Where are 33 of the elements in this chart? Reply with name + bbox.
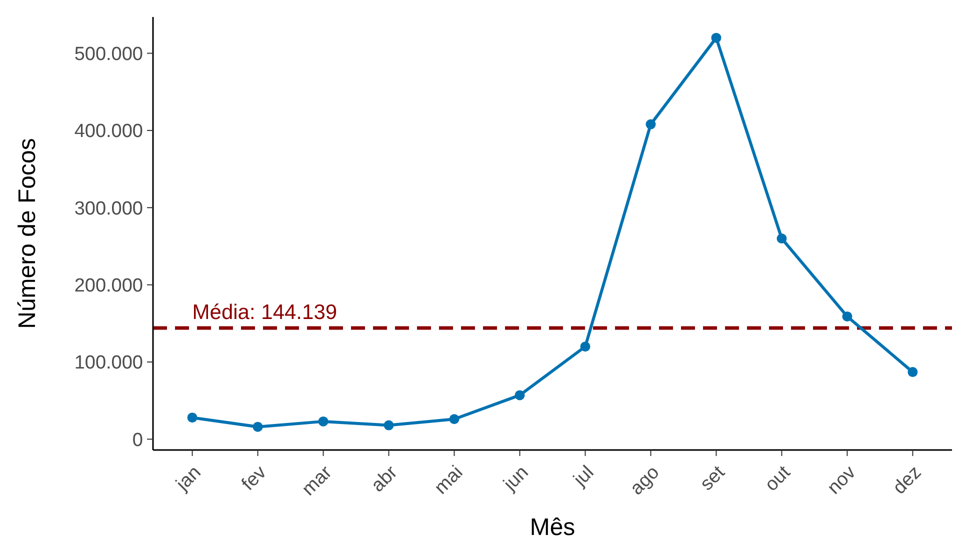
point	[449, 414, 460, 424]
x-tick-label: set	[696, 462, 730, 495]
y-tick-label: 100.000	[74, 352, 143, 374]
x-tick-label: dez	[889, 462, 926, 499]
point	[908, 367, 918, 378]
x-tick-label: fev	[238, 462, 272, 495]
x-tick-label: jul	[569, 462, 598, 492]
x-tick-label: ago	[626, 462, 664, 500]
point	[252, 422, 263, 432]
x-tick-label: out	[761, 462, 796, 496]
point	[580, 342, 590, 352]
point	[842, 311, 852, 322]
point	[187, 412, 198, 423]
x-tick-label: jun	[499, 462, 533, 496]
y-axis-title: Número de Focos	[14, 138, 41, 329]
y-tick-label: 400.000	[74, 121, 143, 142]
x-tick-label: abr	[367, 462, 402, 496]
point	[514, 390, 525, 400]
y-tick-label: 200.000	[74, 275, 143, 296]
point	[711, 32, 722, 43]
y-tick-label: 0	[132, 430, 143, 451]
y-tick-label: 300.000	[74, 198, 143, 220]
x-axis-title: Mês	[530, 514, 576, 541]
x-tick-label: mai	[430, 462, 468, 499]
x-tick-label: nov	[824, 462, 860, 499]
x-tick-label: jan	[172, 462, 206, 496]
x-tick-label: mar	[298, 462, 337, 500]
point	[384, 420, 394, 430]
ref-line-label: Média: 144.139	[192, 300, 338, 324]
point	[318, 416, 328, 426]
point	[646, 119, 656, 130]
point	[776, 234, 787, 244]
y-tick-label: 500.000	[74, 44, 143, 65]
